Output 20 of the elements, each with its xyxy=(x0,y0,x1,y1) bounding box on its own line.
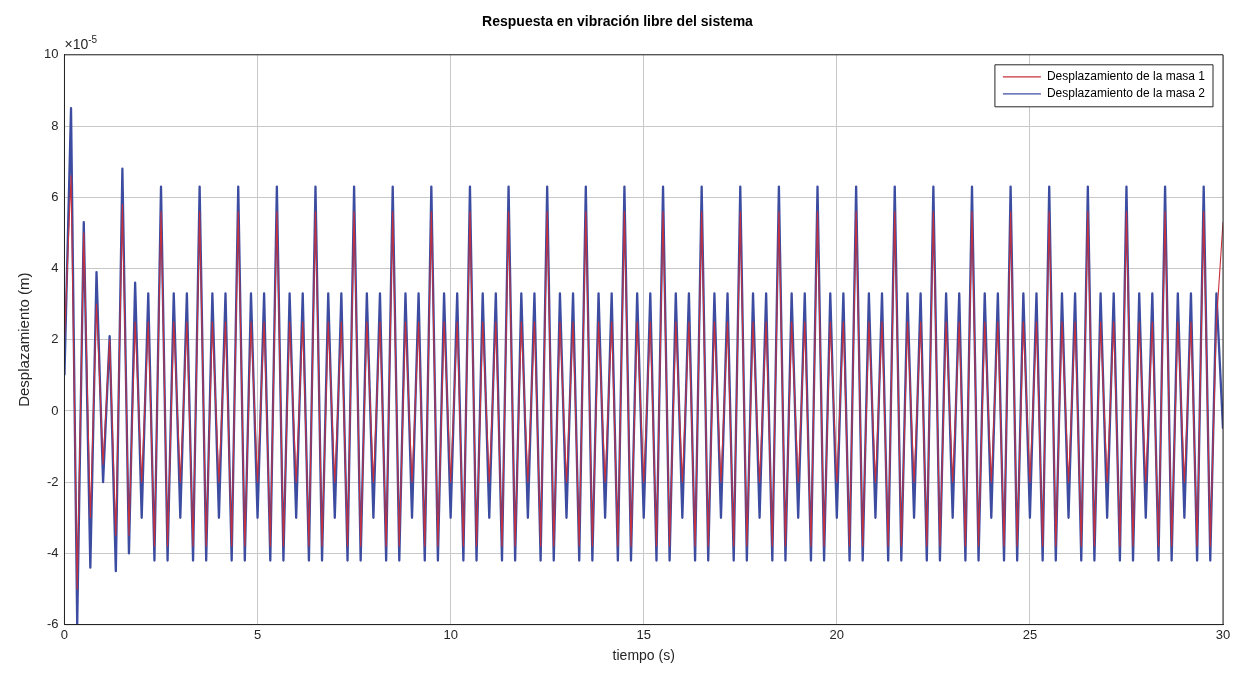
legend-label: Desplazamiento de la masa 1 xyxy=(1046,69,1206,84)
x-tick-label: 10 xyxy=(443,626,458,642)
y-axis-title: Desplazamiento (m) xyxy=(15,272,33,407)
legend-label: Desplazamiento de la masa 2 xyxy=(1046,86,1206,101)
chart-title: Respuesta en vibración libre del sistema xyxy=(482,13,754,30)
x-tick-label: 15 xyxy=(636,626,651,642)
x-tick-label: 20 xyxy=(829,626,845,642)
x-axis-title: tiempo (s) xyxy=(612,647,675,664)
y-tick-label: 10 xyxy=(43,46,59,62)
y-tick-label: 2 xyxy=(51,331,59,347)
y-tick-label: -4 xyxy=(46,544,59,560)
y-tick-label: 8 xyxy=(51,117,59,133)
y-tick-label: 6 xyxy=(51,188,59,204)
x-tick-label: 25 xyxy=(1022,626,1038,642)
y-tick-label: -2 xyxy=(46,473,59,489)
y-tick-label: -6 xyxy=(46,616,59,632)
x-tick-label: 5 xyxy=(253,626,262,642)
x-tick-label: 30 xyxy=(1215,626,1231,642)
y-tick-label: 4 xyxy=(51,260,59,276)
y-tick-label: 0 xyxy=(51,402,59,418)
